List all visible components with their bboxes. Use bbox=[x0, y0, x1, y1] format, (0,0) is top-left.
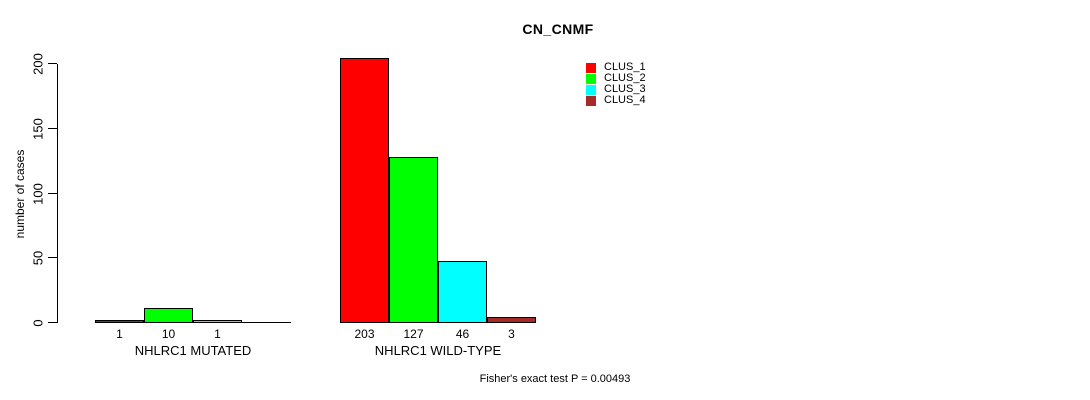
bar-clus_2-group1 bbox=[144, 308, 193, 323]
bar-clus_3-group2 bbox=[438, 261, 487, 323]
legend-color-swatch bbox=[586, 84, 596, 95]
legend: CLUS_1 CLUS_2 CLUS_3 CLUS_4 bbox=[586, 62, 646, 106]
bar-value-label: 203 bbox=[354, 327, 375, 341]
y-tick bbox=[48, 63, 57, 64]
y-tick bbox=[48, 322, 57, 323]
bar-value-label: 10 bbox=[161, 327, 176, 341]
legend-item-label: CLUS_4 bbox=[604, 94, 646, 106]
legend-color-swatch bbox=[586, 95, 596, 106]
legend-item-label: CLUS_2 bbox=[604, 72, 646, 84]
y-axis-label: number of cases bbox=[13, 149, 27, 239]
legend-item-clus_1: CLUS_1 bbox=[586, 62, 646, 73]
y-tick bbox=[48, 257, 57, 258]
legend-item-clus_2: CLUS_2 bbox=[586, 73, 646, 84]
bar-value-label: 1 bbox=[214, 327, 221, 341]
legend-item-clus_3: CLUS_3 bbox=[586, 84, 646, 95]
fisher-test-annotation: Fisher's exact test P = 0.00493 bbox=[479, 373, 631, 385]
chart-title: CN_CNMF bbox=[522, 21, 594, 37]
bar-clus_3-group1 bbox=[193, 320, 242, 323]
legend-item-label: CLUS_1 bbox=[604, 61, 646, 73]
y-tick-label: 0 bbox=[30, 319, 46, 327]
bar-clus_2-group2 bbox=[389, 157, 438, 323]
y-tick-label: 50 bbox=[30, 250, 46, 266]
group-label-nhlrc1-mutated: NHLRC1 MUTATED bbox=[134, 343, 252, 358]
y-axis-line bbox=[57, 64, 58, 323]
bar-value-label: 1 bbox=[116, 327, 123, 341]
bar-value-label: 127 bbox=[403, 327, 424, 341]
y-tick bbox=[48, 128, 57, 129]
group-label-nhlrc1-wild-type: NHLRC1 WILD-TYPE bbox=[374, 343, 502, 358]
bar-clus_1-group2 bbox=[340, 58, 389, 323]
y-tick bbox=[48, 193, 57, 194]
y-tick-label: 200 bbox=[30, 53, 46, 75]
bar-value-label: 3 bbox=[508, 327, 515, 341]
legend-color-swatch bbox=[586, 62, 596, 73]
bar-value-label: 46 bbox=[455, 327, 470, 341]
legend-item-clus_4: CLUS_4 bbox=[586, 95, 646, 106]
bar-clus_4-group1 bbox=[242, 322, 291, 323]
bar-clus_4-group2 bbox=[487, 317, 536, 323]
bar-clus_1-group1 bbox=[95, 320, 144, 323]
legend-item-label: CLUS_3 bbox=[604, 83, 646, 95]
y-tick-label: 150 bbox=[30, 118, 46, 140]
y-tick-label: 100 bbox=[30, 183, 46, 205]
legend-color-swatch bbox=[586, 73, 596, 84]
